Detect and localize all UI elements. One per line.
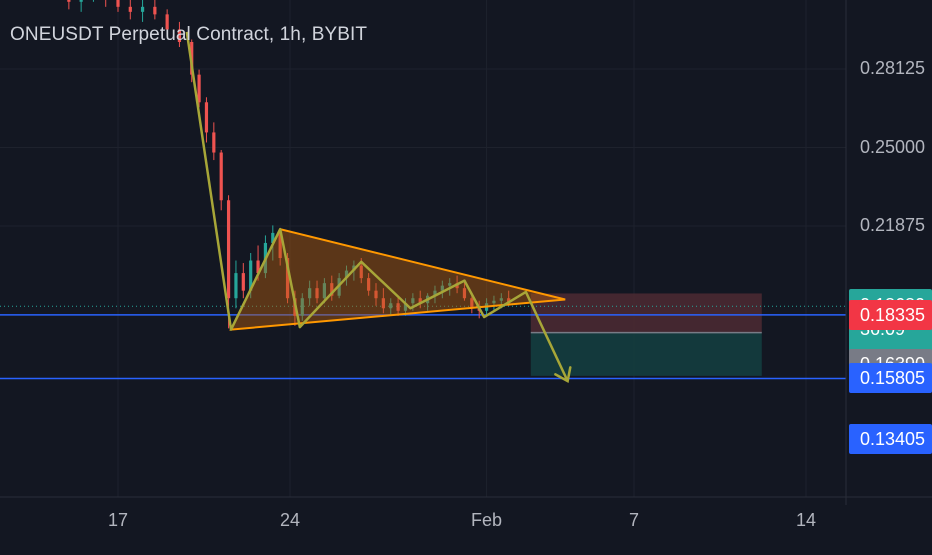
candle-body (381, 298, 385, 309)
candle-body (470, 298, 474, 309)
candle-body (330, 283, 334, 296)
axis-layer (0, 0, 932, 505)
x-tick-label: 17 (107, 510, 129, 530)
candle-body (165, 14, 169, 30)
candle-body (499, 298, 503, 301)
candle-body (153, 6, 157, 15)
candle-body (507, 298, 511, 304)
candle-body (177, 29, 182, 42)
candle-body (448, 283, 452, 286)
price-label-badge: 0.13405 (849, 423, 932, 454)
candle-body (359, 265, 363, 279)
candle-body (418, 298, 422, 304)
candle-body (128, 6, 132, 12)
candle-body (241, 273, 245, 291)
candle-body (116, 0, 120, 7)
candle-body (140, 6, 145, 12)
y-tick-label: 0.25000 (860, 136, 926, 157)
candle-body (278, 232, 282, 259)
x-tick-label: Feb (471, 510, 503, 530)
candle-body (433, 290, 437, 296)
candle-body (212, 132, 216, 153)
candle-body (67, 0, 71, 2)
candle-body (79, 0, 83, 2)
take-profit-zone (530, 332, 762, 376)
candle-body (285, 258, 290, 299)
candle-body (344, 270, 349, 279)
candle-body (440, 285, 444, 291)
candle-body (226, 200, 231, 299)
candle-body (308, 288, 312, 299)
candle-body (411, 298, 415, 304)
candle-body (322, 283, 326, 299)
candle-body (492, 300, 496, 304)
y-tick-label: 0.28125 (860, 58, 926, 78)
candle-body (396, 303, 400, 311)
x-tick-label: 14 (795, 510, 817, 530)
candle-body (204, 102, 209, 133)
y-tick-label: 0.21875 (860, 215, 926, 235)
candle-body (219, 152, 223, 201)
arrow-head (554, 366, 572, 384)
candle-body (249, 260, 253, 291)
candle-body (374, 290, 378, 299)
price-label-badge: 0.18335 (849, 299, 932, 330)
candle-body (271, 232, 275, 243)
candle-body (403, 303, 408, 311)
stop-loss-zone (530, 293, 762, 333)
x-tick-label: 24 (279, 510, 301, 530)
zigzag-path (185, 31, 569, 382)
candle-body (389, 303, 393, 309)
candle-body (315, 288, 319, 299)
chart-title: ONEUSDT Perpetual Contract, 1h, BYBIT (10, 24, 368, 45)
x-tick-label: 7 (628, 510, 639, 530)
candle-body (256, 260, 260, 274)
price-label-badge: 0.15805 (849, 363, 932, 394)
candle-body (234, 273, 238, 299)
candle-body (197, 74, 201, 103)
candle-body (462, 288, 467, 299)
candle-body (367, 278, 371, 291)
candle-body (300, 298, 304, 316)
pattern-layer (185, 31, 572, 384)
